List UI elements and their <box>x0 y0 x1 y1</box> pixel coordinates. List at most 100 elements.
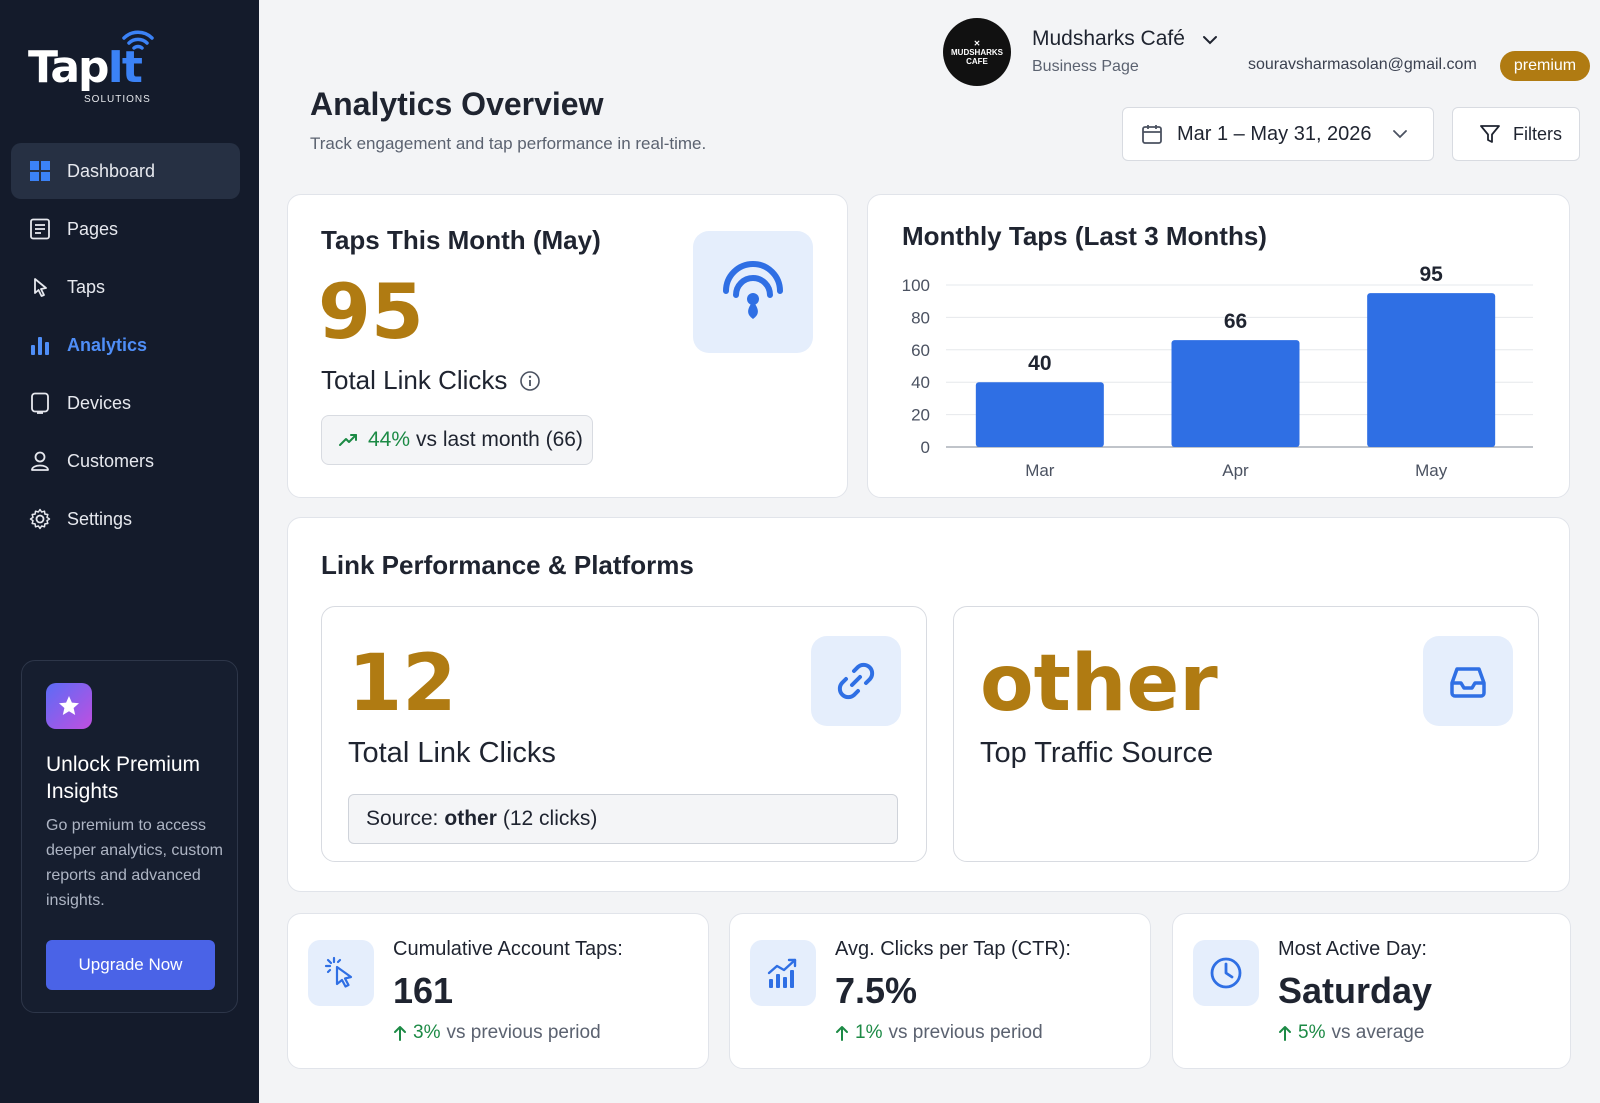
y-tick-label: 80 <box>911 308 930 327</box>
pages-icon <box>30 218 50 240</box>
sidebar-item-label: Dashboard <box>67 160 156 181</box>
link-clicks-value: 12 <box>348 639 457 729</box>
taps-value: 95 <box>318 267 424 356</box>
growth-chart-icon <box>750 940 816 1006</box>
x-tick-label: May <box>1415 461 1448 480</box>
date-range-value: Mar 1 – May 31, 2026 <box>1177 122 1372 145</box>
sidebar-item-taps[interactable]: Taps <box>11 259 240 315</box>
stat-value: 7.5% <box>835 970 918 1011</box>
sidebar-item-label: Analytics <box>67 334 148 355</box>
inbox-icon <box>1423 636 1513 726</box>
filters-button[interactable]: Filters <box>1452 107 1580 161</box>
business-type: Business Page <box>1032 58 1139 75</box>
y-tick-label: 20 <box>911 406 930 425</box>
sidebar-item-label: Pages <box>67 218 119 239</box>
sidebar-item-label: Taps <box>67 276 106 297</box>
trend-percent: 44% <box>368 428 411 451</box>
chevron-down-icon[interactable] <box>1201 31 1219 49</box>
sidebar: TapIt SOLUTIONS Dashboard Pages Taps Ana… <box>0 0 259 1103</box>
card-title: Link Performance & Platforms <box>321 550 694 580</box>
data-label: 95 <box>1419 263 1443 286</box>
source-name: other <box>444 807 497 830</box>
user-icon <box>31 451 49 471</box>
sidebar-item-pages[interactable]: Pages <box>11 201 240 257</box>
source-summary: Source: other (12 clicks) <box>348 794 898 844</box>
filters-label: Filters <box>1513 123 1562 144</box>
sidebar-item-label: Settings <box>67 508 133 529</box>
device-icon <box>31 392 49 414</box>
trend-text: vs last month (66) <box>416 428 583 451</box>
stat-value: Saturday <box>1278 970 1433 1011</box>
chart-title: Monthly Taps (Last 3 Months) <box>902 221 1267 251</box>
sidebar-item-label: Customers <box>67 450 155 471</box>
y-tick-label: 40 <box>911 373 930 392</box>
y-tick-label: 100 <box>902 276 930 295</box>
most-active-day-card: Most Active Day: Saturday 5% vs average <box>1172 913 1571 1069</box>
bar-chart-icon <box>31 337 49 355</box>
top-traffic-source-card: other Top Traffic Source <box>953 606 1539 862</box>
stat-trend: 5% vs average <box>1278 1022 1424 1044</box>
sidebar-item-analytics[interactable]: Analytics <box>11 317 240 373</box>
date-range-picker[interactable]: Mar 1 – May 31, 2026 <box>1122 107 1434 161</box>
data-label: 40 <box>1028 352 1051 375</box>
sidebar-item-dashboard[interactable]: Dashboard <box>11 143 240 199</box>
clock-icon <box>1193 940 1259 1006</box>
bar-apr <box>1171 340 1300 447</box>
bar-mar <box>975 382 1104 447</box>
cumulative-taps-card: Cumulative Account Taps: 161 3% vs previ… <box>287 913 709 1069</box>
avatar-icon: ✕ <box>973 38 981 48</box>
page-subtitle: Track engagement and tap performance in … <box>310 134 707 153</box>
info-icon[interactable] <box>519 370 541 392</box>
metric-label: Top Traffic Source <box>980 737 1214 769</box>
y-tick-label: 0 <box>921 438 930 457</box>
metric-label: Total Link Clicks <box>348 737 556 769</box>
stat-label: Most Active Day: <box>1278 938 1427 960</box>
link-icon <box>811 636 901 726</box>
stat-trend: 3% vs previous period <box>393 1022 601 1044</box>
stat-value: 161 <box>393 970 454 1011</box>
sidebar-item-settings[interactable]: Settings <box>11 491 240 547</box>
trending-up-icon <box>339 434 357 446</box>
trend-box: 44% vs last month (66) <box>321 415 593 465</box>
filter-icon <box>1480 125 1500 143</box>
arrow-up-icon <box>394 1026 406 1041</box>
sidebar-item-devices[interactable]: Devices <box>11 375 240 431</box>
sidebar-nav: Dashboard Pages Taps Analytics Devices C… <box>11 143 240 549</box>
sidebar-item-customers[interactable]: Customers <box>11 433 240 489</box>
avg-ctr-card: Avg. Clicks per Tap (CTR): 7.5% 1% vs pr… <box>729 913 1151 1069</box>
business-avatar[interactable]: ✕ MUDSHARKS CAFE <box>943 18 1011 86</box>
top-source-value: other <box>980 639 1218 729</box>
business-name[interactable]: Mudsharks Café <box>1032 27 1185 50</box>
page-title: Analytics Overview <box>310 86 604 122</box>
account-email: souravsharmasolan@gmail.com <box>1248 56 1477 73</box>
stat-trend: 1% vs previous period <box>835 1022 1043 1044</box>
promo-title: Unlock Premium Insights <box>46 753 201 803</box>
x-tick-label: Mar <box>1025 461 1055 480</box>
pointer-icon <box>34 278 47 297</box>
calendar-icon <box>1142 125 1162 144</box>
brand-logo[interactable]: TapIt SOLUTIONS <box>28 24 168 108</box>
stat-label: Avg. Clicks per Tap (CTR): <box>835 938 1071 960</box>
bar-may <box>1367 293 1496 447</box>
taps-this-month-card: Taps This Month (May) 95 Total Link Clic… <box>287 194 848 498</box>
stat-label: Cumulative Account Taps: <box>393 938 623 960</box>
brand-tagline: SOLUTIONS <box>84 94 151 105</box>
click-pointer-icon <box>308 940 374 1006</box>
sidebar-item-label: Devices <box>67 392 132 413</box>
arrow-up-icon <box>836 1026 848 1041</box>
brand-wordmark: TapIt <box>28 42 143 93</box>
gear-icon <box>29 508 51 530</box>
card-title: Taps This Month (May) <box>321 225 601 255</box>
upgrade-now-button[interactable]: Upgrade Now <box>46 940 215 990</box>
metric-label: Total Link Clicks <box>321 365 541 396</box>
arrow-up-icon <box>1279 1026 1291 1041</box>
monthly-taps-chart: 0 20 40 60 80 100 40 Mar 66 Apr 95 May <box>902 263 1533 480</box>
x-tick-label: Apr <box>1222 461 1249 480</box>
total-link-clicks-card: 12 Total Link Clicks Source: other (12 c… <box>321 606 927 862</box>
tap-signal-icon <box>693 231 813 353</box>
chevron-down-icon <box>1393 130 1407 139</box>
data-label: 66 <box>1224 310 1247 333</box>
promo-text: Go premium to access deeper analytics, c… <box>46 817 223 909</box>
star-icon <box>46 683 92 729</box>
monthly-taps-chart-card: Monthly Taps (Last 3 Months) 0 20 40 60 80 10… <box>867 194 1570 498</box>
